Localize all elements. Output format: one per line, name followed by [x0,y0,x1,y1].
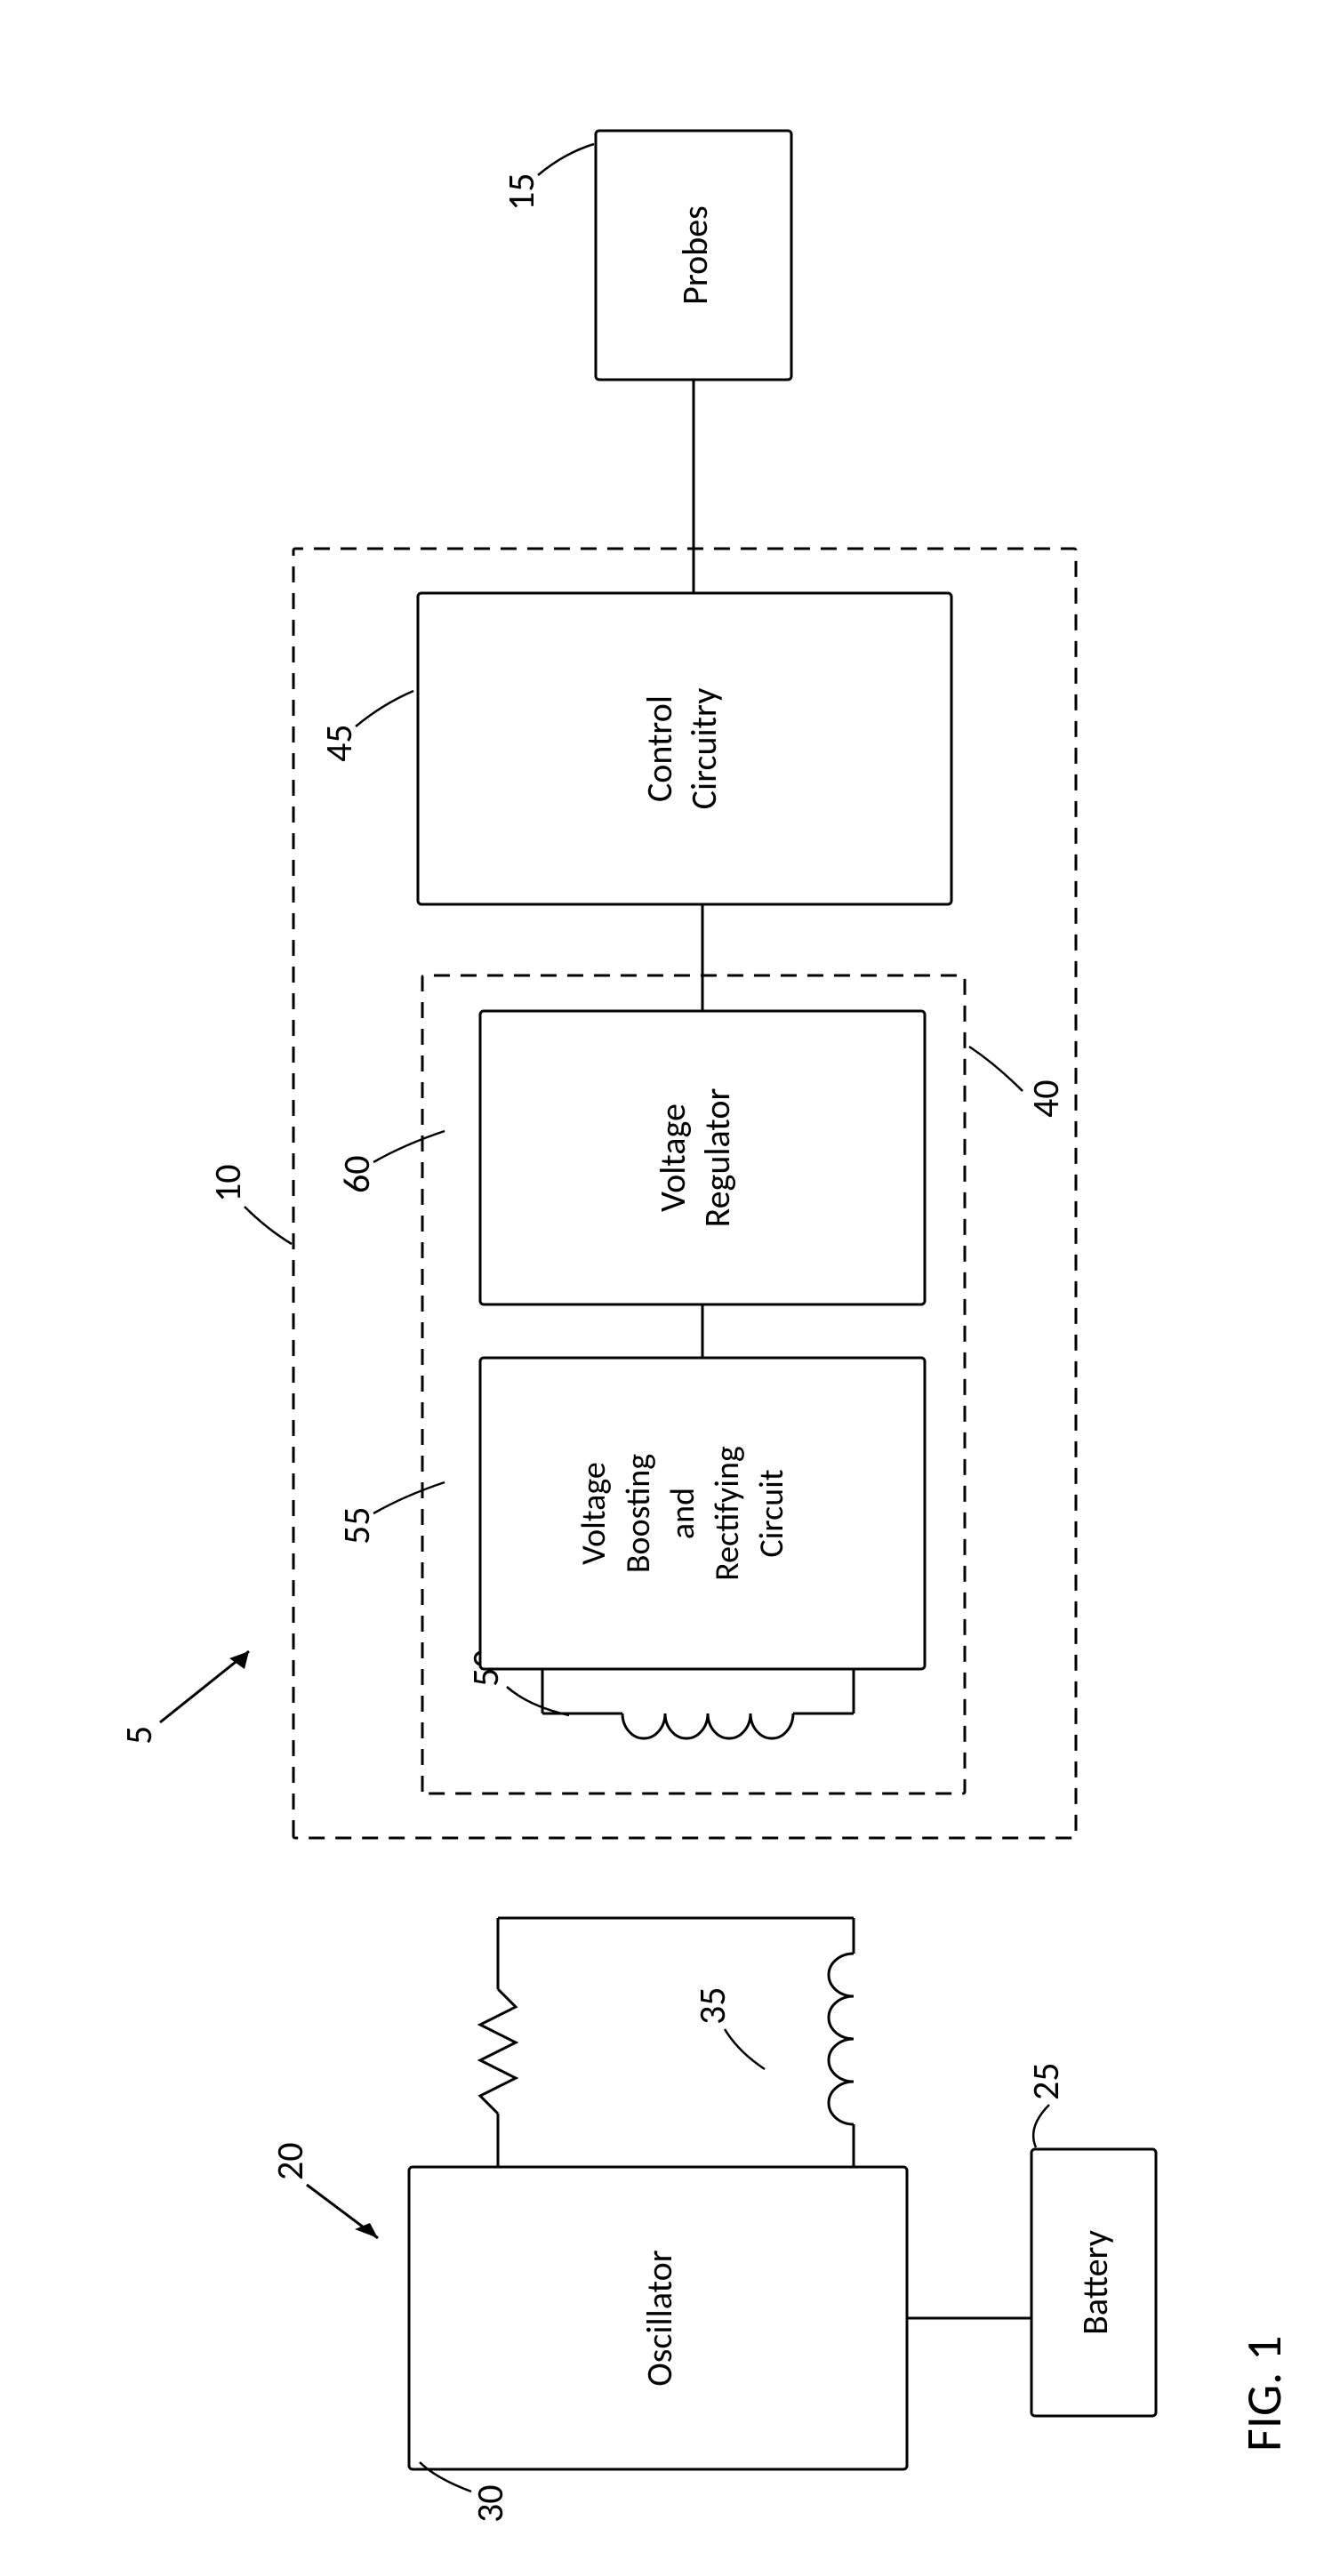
control-line1: Control [638,695,681,802]
control-line2: Circuitry [682,688,726,810]
ref-35: 35 [690,1986,735,2025]
leader-10 [245,1207,292,1244]
vbr-line4: Rectifying [707,1446,748,1581]
ref-30: 30 [468,2484,513,2523]
ref-40: 40 [1023,1079,1069,1118]
ref-55: 55 [334,1506,380,1545]
leader-55 [373,1482,445,1513]
ref-25: 25 [1023,2062,1069,2100]
ref-15: 15 [499,173,544,211]
ref-5: 5 [116,1726,162,1745]
vbr-line2: Boosting [618,1454,659,1573]
arrow-5 [160,1651,249,1722]
arrow-20 [307,2185,378,2238]
leader-25 [1033,2105,1049,2147]
probes-label: Probes [673,205,717,305]
leader-40 [969,1047,1023,1091]
block-diagram: FIG. 1 Oscillator Battery 30 25 20 [0,0,1340,2576]
figure-label: FIG. 1 [1234,2336,1295,2452]
vreg-line1: Voltage [651,1103,694,1212]
vbr-line5: Circuit [751,1469,792,1557]
diagram-root: FIG. 1 Oscillator Battery 30 25 20 [116,131,1295,2523]
vreg-line2: Regulator [695,1088,739,1228]
leader-45 [356,691,413,726]
rx-coil [542,1669,854,1738]
ref-45: 45 [317,724,362,762]
leader-35 [725,2029,765,2069]
ref-60: 60 [334,1155,380,1193]
leader-60 [373,1131,445,1162]
leader-15 [538,144,594,175]
ref-10: 10 [205,1164,251,1202]
battery-label: Battery [1073,2230,1117,2335]
leader-50 [507,1687,569,1715]
vbr-line3: and [662,1488,703,1539]
vbr-line1: Voltage [574,1462,614,1565]
oscillator-label: Oscillator [638,2250,681,2386]
tx-rl-circuit [480,1918,854,2167]
ref-20: 20 [268,2142,313,2180]
